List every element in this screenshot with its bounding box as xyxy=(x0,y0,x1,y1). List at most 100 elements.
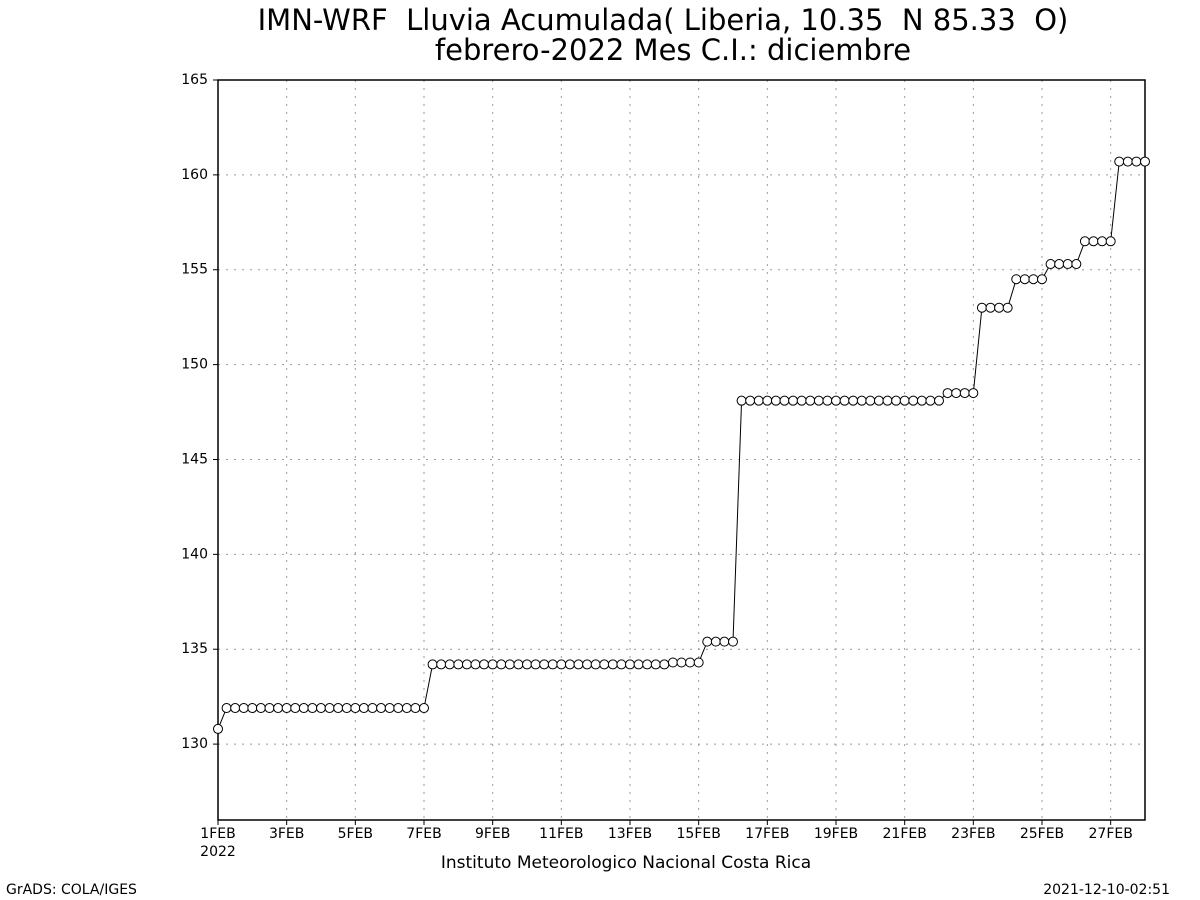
point xyxy=(213,723,223,734)
point xyxy=(264,703,275,714)
credit: GrADS: COLA/IGES xyxy=(6,882,137,898)
point xyxy=(230,703,241,714)
point xyxy=(247,703,258,714)
point xyxy=(702,636,713,647)
point xyxy=(316,703,326,714)
point xyxy=(453,659,464,670)
point xyxy=(796,395,807,406)
point xyxy=(564,659,575,670)
plot-frame xyxy=(217,79,1146,821)
point xyxy=(1088,236,1099,247)
point xyxy=(333,703,344,714)
point xyxy=(934,395,944,406)
point xyxy=(273,703,284,714)
point xyxy=(633,659,644,670)
point xyxy=(813,395,824,406)
point xyxy=(805,395,816,406)
point xyxy=(470,659,481,670)
point xyxy=(393,703,404,714)
point xyxy=(822,395,833,406)
point xyxy=(1079,236,1090,247)
point xyxy=(298,703,309,714)
x-tick-label: 25FEB xyxy=(1020,826,1064,842)
point xyxy=(667,657,678,668)
x-tick-label: 15FEB xyxy=(677,826,721,842)
y-tick-label: 150 xyxy=(181,357,208,373)
point xyxy=(994,302,1005,313)
point xyxy=(899,395,910,406)
point xyxy=(1097,236,1108,247)
point xyxy=(444,659,455,670)
point xyxy=(1011,274,1022,285)
point xyxy=(968,388,979,399)
point xyxy=(616,659,627,670)
point xyxy=(753,395,764,406)
point xyxy=(745,395,756,406)
point xyxy=(942,388,953,399)
footer: Instituto Meteorologico Nacional Costa R… xyxy=(441,853,811,873)
chart-subtitle: febrero-2022 Mes C.I.: diciembre xyxy=(435,33,911,67)
x-tick-label: 13FEB xyxy=(608,826,652,842)
x-tick-label: 5FEB xyxy=(338,826,373,842)
y-tick-label: 130 xyxy=(181,736,208,752)
series-line xyxy=(217,161,1145,730)
point xyxy=(625,659,635,670)
point xyxy=(367,703,378,714)
point xyxy=(479,659,490,670)
x-tick-label: 21FEB xyxy=(883,826,927,842)
point xyxy=(676,657,687,668)
y-tick-label: 140 xyxy=(181,546,208,562)
point xyxy=(487,659,498,670)
point xyxy=(959,388,970,399)
point xyxy=(1140,156,1150,167)
x-tick-label: 23FEB xyxy=(951,826,995,842)
point xyxy=(307,703,318,714)
point xyxy=(539,659,550,670)
point xyxy=(607,659,618,670)
point xyxy=(522,659,532,670)
point xyxy=(642,659,653,670)
point xyxy=(350,703,361,714)
point xyxy=(410,703,421,714)
x-tick-label: 3FEB xyxy=(269,826,304,842)
point xyxy=(599,659,610,670)
point xyxy=(530,659,541,670)
point xyxy=(1131,156,1142,167)
point xyxy=(436,659,447,670)
point xyxy=(1002,302,1013,313)
x-tick-label: 17FEB xyxy=(745,826,789,842)
point xyxy=(788,395,799,406)
point xyxy=(376,703,387,714)
point xyxy=(324,703,335,714)
point xyxy=(848,395,859,406)
point xyxy=(856,395,867,406)
point xyxy=(685,657,696,668)
point xyxy=(1122,156,1133,167)
point xyxy=(659,659,670,670)
y-tick-label: 160 xyxy=(181,167,208,183)
point xyxy=(384,703,395,714)
point xyxy=(925,395,936,406)
point xyxy=(882,395,893,406)
point xyxy=(865,395,876,406)
x-tick-label: 9FEB xyxy=(475,826,510,842)
point xyxy=(547,659,558,670)
point xyxy=(976,302,987,313)
point xyxy=(710,636,721,647)
y-tick-label: 135 xyxy=(181,641,208,657)
point xyxy=(693,657,704,668)
point xyxy=(573,659,584,670)
point xyxy=(358,703,369,714)
point xyxy=(650,659,661,670)
point xyxy=(1062,259,1073,270)
x-tick-label: 11FEB xyxy=(539,826,583,842)
point xyxy=(401,703,412,714)
point xyxy=(908,395,919,406)
point xyxy=(762,395,773,406)
point xyxy=(1028,274,1039,285)
x-tick-label: 27FEB xyxy=(1089,826,1133,842)
point xyxy=(281,703,292,714)
point xyxy=(728,636,738,647)
